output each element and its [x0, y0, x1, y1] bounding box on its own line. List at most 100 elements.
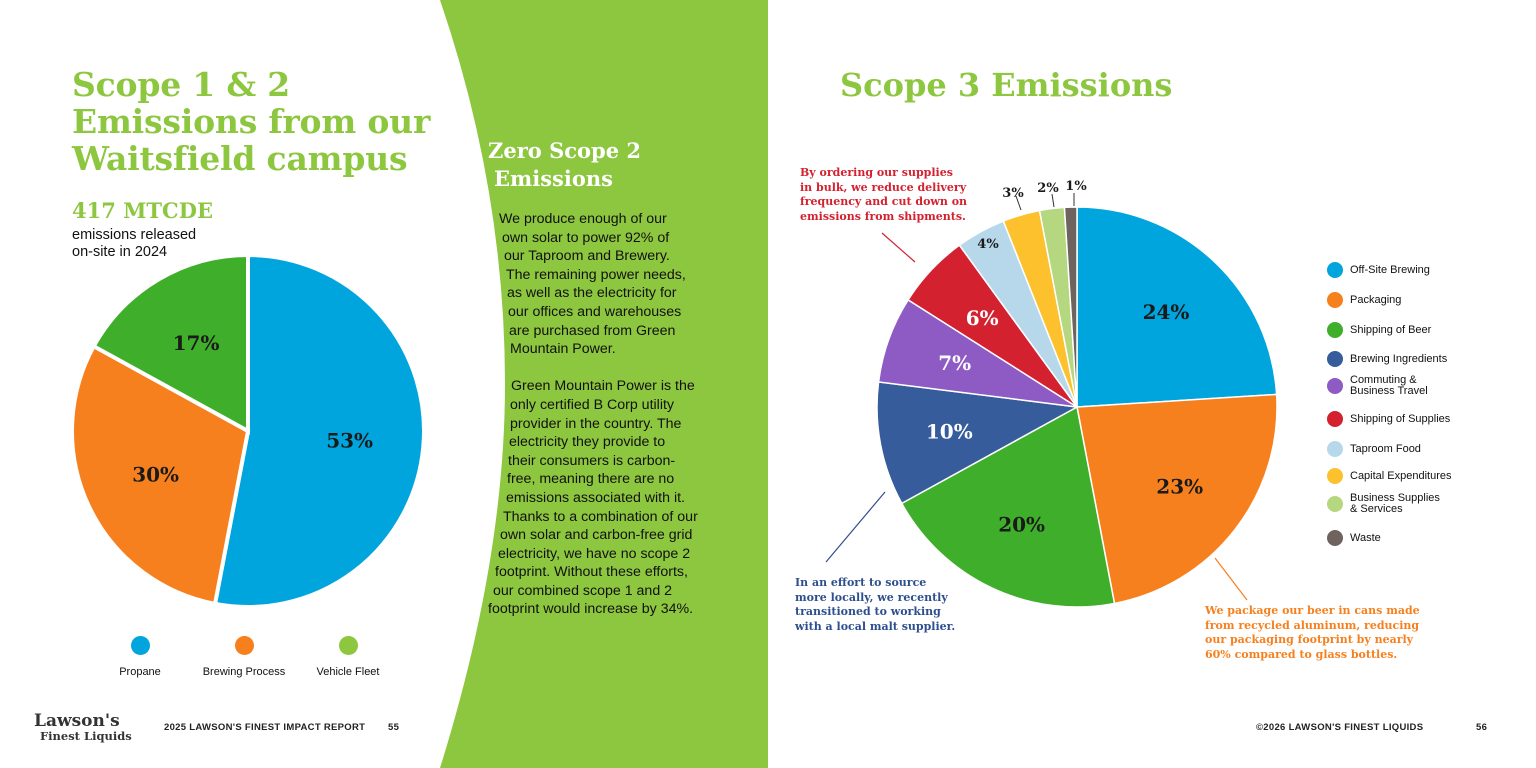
legend-swatch — [1327, 411, 1343, 427]
body-line: electricity they provide to — [509, 434, 666, 451]
legend-swatch — [1327, 496, 1343, 512]
body-line: Green Mountain Power is the — [511, 378, 695, 395]
slice-value-label: 4% — [977, 237, 999, 252]
legend-item-vehicle-fleet: Vehicle Fleet — [293, 636, 403, 678]
lawsons-logo: Lawson's Finest Liquids — [34, 712, 132, 742]
title-line: Emissions from our — [72, 102, 431, 141]
body-line: footprint would increase by 34%. — [488, 601, 694, 618]
note-line: transitioned to working — [795, 605, 941, 618]
body-line: Thanks to a combination of our — [503, 508, 698, 525]
pie-slice-waste — [1063, 206, 1078, 408]
legend-label: Business Supplies & Services — [1350, 492, 1440, 515]
mtcde-metric: 417 MTCDE — [72, 198, 213, 223]
body-line: our offices and warehouses — [508, 303, 682, 320]
legend-swatch — [234, 636, 254, 655]
legend-swatch — [1327, 530, 1343, 546]
slice-value-label: 1% — [1065, 179, 1087, 194]
body-line: only certified B Corp utility — [510, 396, 675, 413]
legend-item-shipping-of-supplies: Shipping of Supplies — [1327, 411, 1450, 427]
legend-item-off-site-brewing: Off-Site Brewing — [1327, 262, 1430, 278]
legend-item-taproom-food: Taproom Food — [1327, 441, 1421, 457]
legend-label: Off-Site Brewing — [1350, 263, 1430, 276]
body-line: our Taproom and Brewery. — [504, 248, 670, 265]
note-line: our packaging footprint by nearly — [1205, 633, 1414, 646]
body-line: electricity, we have no scope 2 — [498, 545, 691, 562]
pie-slice-propane — [212, 252, 426, 609]
legend-item-capital-expenditures: Capital Expenditures — [1327, 468, 1452, 484]
leader-line-3pct — [1015, 195, 1022, 211]
zero-scope-2-body: We produce enough of our own solar to po… — [480, 210, 720, 619]
pie-slice-packaging — [1076, 393, 1278, 605]
legend-item-business-supplies-services: Business Supplies & Services — [1327, 493, 1440, 515]
legend-label: Capital Expenditures — [1350, 469, 1452, 482]
body-line: footprint. Without these efforts, — [495, 564, 688, 581]
body-line: We produce enough of our — [499, 211, 667, 227]
orange-note-leader-line — [1214, 557, 1248, 601]
legend-item-waste: Waste — [1327, 530, 1381, 546]
legend-swatch — [1327, 292, 1343, 308]
legend-item-brewing-ingredients: Brewing Ingredients — [1327, 351, 1447, 367]
slice-value-label: 53% — [326, 429, 373, 453]
pie-slice-brewing-process — [70, 343, 251, 607]
slice-value-label: 17% — [173, 331, 220, 355]
legend-label: Vehicle Fleet — [316, 666, 380, 678]
note-line: We package our beer in cans made — [1205, 604, 1420, 617]
subtitle-line: emissions released — [72, 227, 197, 243]
pie-slice-off-site-brewing — [1076, 206, 1278, 408]
body-line: own solar and carbon-free grid — [500, 527, 693, 544]
title-line: Emissions — [494, 166, 613, 191]
slice-value-label: 30% — [132, 462, 179, 486]
legend-label: Brewing Process — [202, 666, 286, 678]
body-line: are purchased from Green — [509, 322, 676, 339]
legend-label: Propane — [119, 666, 161, 678]
report-title: 2025 LAWSON'S FINEST IMPACT REPORT — [164, 722, 366, 733]
slice-value-label: 23% — [1156, 475, 1203, 499]
body-line: their consumers is carbon- — [508, 452, 676, 469]
subtitle-line: on-site in 2024 — [72, 244, 168, 260]
legend-swatch — [338, 636, 358, 655]
shipping-supplies-note: By ordering our supplies in bulk, we red… — [800, 166, 967, 224]
blue-note-leader-line — [825, 491, 886, 563]
slice-value-label: 7% — [938, 351, 971, 375]
legend-label: Commuting & Business Travel — [1350, 374, 1428, 397]
note-line: in bulk, we reduce delivery — [800, 180, 967, 194]
legend-item-shipping-of-beer: Shipping of Beer — [1327, 322, 1431, 338]
page-number-left: 55 — [388, 722, 400, 733]
legend-item-packaging: Packaging — [1327, 292, 1401, 308]
note-line: In an effort to source — [795, 576, 927, 589]
legend-item-propane: Propane — [85, 636, 195, 678]
legend-label: Shipping of Beer — [1350, 323, 1432, 336]
packaging-note: We package our beer in cans made from re… — [1205, 604, 1420, 662]
legend-label: Brewing Ingredients — [1350, 352, 1448, 365]
logo-line: Lawson's — [34, 711, 120, 731]
slice-value-label: 10% — [926, 419, 973, 443]
note-line: frequency and cut down on — [800, 195, 968, 208]
body-line: Mountain Power. — [510, 341, 616, 358]
legend-label: Shipping of Supplies — [1350, 412, 1451, 425]
legend-swatch — [1327, 322, 1343, 338]
slice-value-label: 2% — [1037, 181, 1059, 196]
brewing-ingredients-note: In an effort to source more locally, we … — [795, 576, 955, 634]
title-line: Waitsfield campus — [72, 139, 408, 178]
note-line: with a local malt supplier. — [795, 619, 956, 633]
title-line: Scope 1 & 2 — [72, 65, 290, 104]
title-line: Zero Scope 2 — [488, 138, 641, 163]
legend-label: Packaging — [1350, 293, 1402, 306]
body-line: emissions associated with it. — [506, 489, 685, 506]
body-line: The remaining power needs, — [506, 266, 686, 283]
note-line: 60% compared to glass bottles. — [1205, 647, 1398, 661]
legend-item-commuting-business-travel: Commuting & Business Travel — [1327, 375, 1428, 397]
pie-slice-vehicle-fleet — [91, 252, 250, 435]
note-line: emissions from shipments. — [800, 209, 966, 223]
note-line: By ordering our supplies — [800, 166, 953, 179]
slice-value-label: 20% — [998, 513, 1045, 537]
note-line: more locally, we recently — [795, 590, 948, 604]
body-line: provider in the country. The — [510, 415, 682, 432]
legend-item-brewing-process: Brewing Process — [189, 636, 299, 678]
page-number-right: 56 — [1476, 722, 1488, 733]
legend-swatch — [1327, 468, 1343, 484]
body-line: free, meaning there are no — [507, 471, 675, 488]
body-line: own solar to power 92% of — [502, 229, 670, 246]
